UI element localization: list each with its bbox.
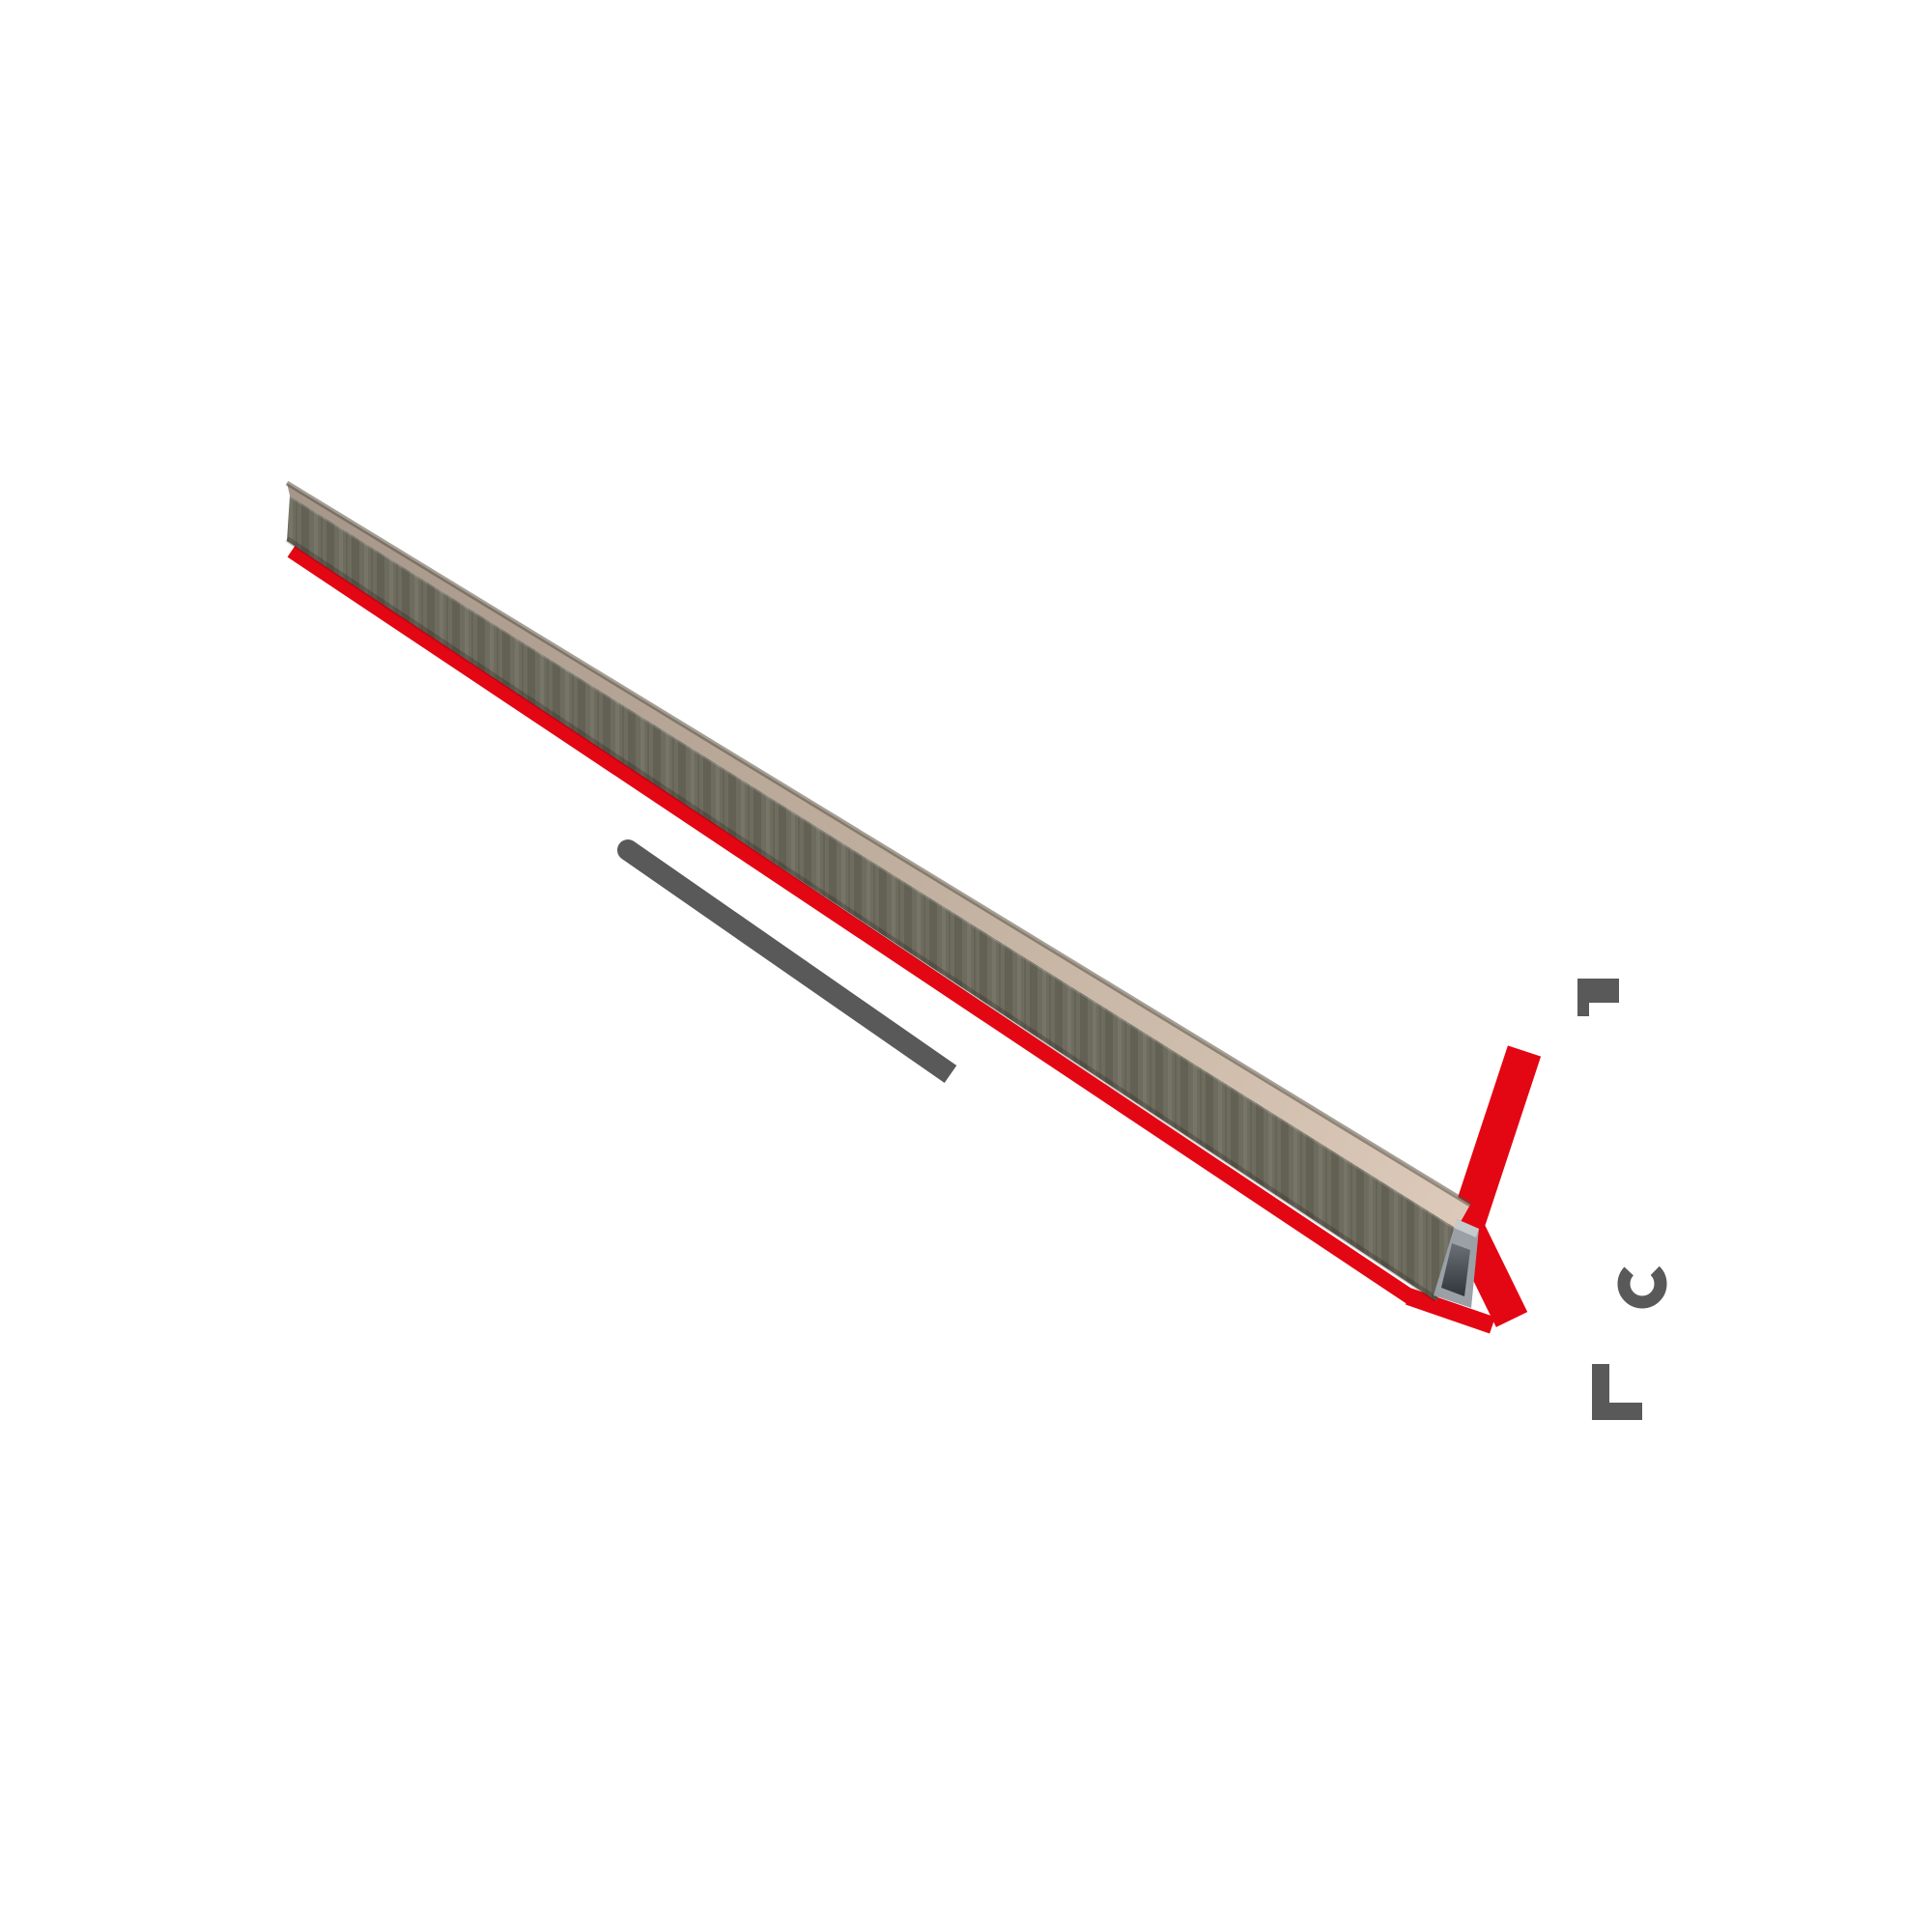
corner-bracket-fragment	[1592, 1364, 1642, 1420]
curve-fragment	[1617, 1259, 1667, 1309]
red-checkmark	[1447, 1045, 1542, 1327]
length-dimension-line	[287, 544, 1417, 1305]
board-top-face	[287, 483, 1470, 1229]
board-back-edge-line	[285, 480, 1472, 1208]
gray-parallel-line	[621, 840, 957, 1084]
end-face-top-highlight	[1454, 1219, 1479, 1237]
gray-annotations	[617, 839, 957, 1084]
board-end-cap	[1434, 1219, 1479, 1308]
dimension-connector-line	[1406, 1288, 1495, 1334]
dash-fragment	[1577, 979, 1619, 1016]
board-bottom-edge-shadow	[285, 536, 1438, 1302]
gray-fragments	[1577, 979, 1667, 1420]
gray-line-round-cap	[617, 839, 639, 861]
trim-board	[285, 480, 1479, 1308]
board-front-face-grain	[287, 496, 1457, 1301]
end-face-inner-cavity	[1441, 1243, 1470, 1296]
